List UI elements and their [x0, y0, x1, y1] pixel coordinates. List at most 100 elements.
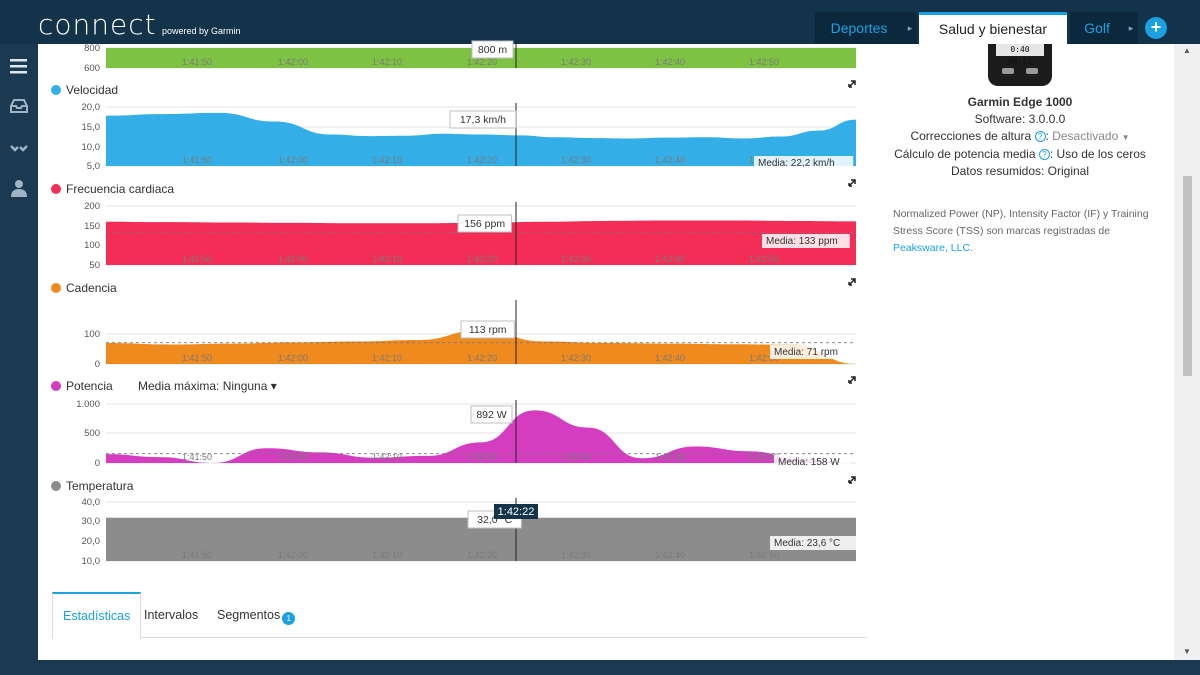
- device-name: Garmin Edge 1000: [967, 95, 1073, 109]
- x-tick-label: 1:42:10: [372, 550, 402, 560]
- x-tick-label: 1:41:50: [182, 550, 212, 560]
- device-button-right: [1026, 68, 1038, 74]
- vertical-scrollbar[interactable]: ▲ ▼: [1174, 44, 1200, 660]
- user-icon[interactable]: [9, 178, 29, 198]
- x-tick-label: 1:41:50: [182, 353, 212, 363]
- x-tick-label: 1:42:20: [467, 57, 497, 67]
- x-tick-label: 1:42:50: [749, 353, 779, 363]
- x-tick-label: 1:42:50: [749, 550, 779, 560]
- x-tick-label: 1:42:40: [655, 353, 685, 363]
- y-tick-label: 10,0: [82, 556, 101, 567]
- y-tick-label: 500: [84, 428, 100, 439]
- x-tick-label: 1:42:30: [561, 353, 591, 363]
- x-tick-label: 1:42:50: [749, 57, 779, 67]
- device-software: Software: 3.0.0.0: [974, 112, 1066, 126]
- add-button[interactable]: +: [1145, 17, 1167, 39]
- dropdown-caret-icon[interactable]: ▼: [1121, 133, 1130, 142]
- tab-segmentos-label: Segmentos: [217, 608, 281, 622]
- y-tick-label: 40,0: [82, 497, 101, 508]
- x-tick-label: 1:42:40: [655, 254, 685, 264]
- x-tick-label: 1:42:50: [749, 452, 779, 462]
- top-header: connect powered by Garmin Deportes ▸ Sal…: [0, 0, 1200, 44]
- device-image: 0:40 00:11: [988, 44, 1052, 86]
- tab-deportes-dropdown[interactable]: ▸: [903, 12, 917, 44]
- x-tick-label: 1:42:20: [467, 353, 497, 363]
- y-tick-label: 20,0: [82, 102, 101, 113]
- y-tick-label: 5,0: [87, 161, 100, 172]
- tab-intervalos[interactable]: Intervalos: [144, 608, 199, 622]
- area-frecuencia: [106, 220, 856, 265]
- connections-icon[interactable]: [9, 138, 29, 158]
- x-tick-label: 1:42:10: [372, 254, 402, 264]
- y-tick-label: 100: [84, 329, 100, 340]
- y-tick-label: 30,0: [82, 516, 101, 527]
- y-tick-label: 50: [89, 260, 100, 271]
- connect-logo[interactable]: connect: [38, 8, 157, 41]
- x-tick-label: 1:42:00: [278, 353, 308, 363]
- x-tick-label: 1:42:00: [278, 155, 308, 165]
- expand-icon: [848, 278, 856, 286]
- chart-title-frecuencia: Frecuencia cardiaca: [66, 182, 174, 196]
- x-tick-label: 1:41:50: [182, 254, 212, 264]
- average-label-frecuencia: Media: 133 ppm: [766, 236, 838, 247]
- legend-dot-cadencia: [51, 283, 61, 293]
- value-callout-velocidad: 17,3 km/h: [460, 114, 506, 126]
- scroll-down-icon[interactable]: ▼: [1183, 647, 1191, 656]
- device-screen: 0:40 00:11: [996, 44, 1044, 66]
- x-tick-label: 1:42:20: [467, 254, 497, 264]
- y-tick-label: 600: [84, 63, 100, 74]
- x-tick-label: 1:42:00: [278, 452, 308, 462]
- legend-dot-temperatura: [51, 481, 61, 491]
- value-callout-box: [457, 214, 512, 233]
- x-tick-label: 1:42:10: [372, 57, 402, 67]
- y-tick-label: 15,0: [82, 122, 101, 133]
- trademark-text: Normalized Power (NP), Intensity Factor …: [893, 208, 1149, 237]
- max-average-dropdown: Media máxima: Ninguna ▾: [138, 379, 277, 393]
- tab-deportes[interactable]: Deportes: [815, 12, 903, 44]
- tab-estadisticas[interactable]: Estadísticas: [52, 592, 142, 639]
- y-tick-label: 0: [95, 359, 100, 370]
- x-tick-label: 1:41:50: [182, 57, 212, 67]
- tab-salud-bienestar[interactable]: Salud y bienestar: [919, 12, 1067, 44]
- help-icon[interactable]: ?: [1038, 149, 1050, 160]
- x-tick-label: 1:42:50: [749, 254, 779, 264]
- average-label-potencia: Media: 158 W: [778, 457, 840, 468]
- peaksware-link[interactable]: Peaksware, LLC.: [893, 242, 973, 254]
- segments-count-badge: 1: [282, 612, 296, 625]
- expand-icon: [848, 476, 856, 484]
- y-tick-label: 10,0: [82, 142, 101, 153]
- tab-segmentos[interactable]: Segmentos 1: [207, 592, 305, 638]
- scroll-thumb[interactable]: [1183, 176, 1192, 376]
- x-tick-label: 1:42:30: [561, 57, 591, 67]
- x-tick-label: 1:42:10: [372, 353, 402, 363]
- average-label-box: [770, 536, 858, 550]
- x-tick-label: 1:42:10: [372, 452, 402, 462]
- value-callout-box: [449, 110, 517, 129]
- y-tick-label: 150: [84, 221, 100, 232]
- x-tick-label: 1:42:20: [467, 452, 497, 462]
- y-tick-label: 1.000: [76, 399, 100, 410]
- inbox-icon[interactable]: [9, 96, 29, 116]
- tab-golf-dropdown[interactable]: ▸: [1124, 12, 1138, 44]
- value-callout-box: [470, 405, 513, 424]
- menu-icon[interactable]: [9, 56, 29, 76]
- stats-tabs: Estadísticas Intervalos Segmentos 1: [52, 592, 867, 639]
- average-label-box: [762, 234, 850, 248]
- help-icon[interactable]: ?: [1034, 131, 1046, 142]
- expand-icon: [848, 376, 856, 384]
- area-temperatura: [106, 517, 856, 561]
- scroll-up-icon[interactable]: ▲: [1183, 46, 1191, 55]
- x-tick-label: 1:42:20: [467, 155, 497, 165]
- value-callout-box: [460, 320, 515, 339]
- cursor-time-box: [494, 504, 538, 519]
- average-label-velocidad: Media: 22,2 km/h: [758, 158, 835, 169]
- altitude-correction-value[interactable]: Desactivado: [1052, 129, 1119, 143]
- chart-title-cadencia: Cadencia: [66, 281, 117, 295]
- area-cadencia: [106, 330, 856, 364]
- legend-dot-potencia: [51, 381, 61, 391]
- legend-dot-frecuencia: [51, 184, 61, 194]
- device-button-left: [1002, 68, 1014, 74]
- x-tick-label: 1:41:50: [182, 452, 212, 462]
- average-label-box: [774, 455, 851, 469]
- tab-golf[interactable]: Golf: [1070, 12, 1124, 44]
